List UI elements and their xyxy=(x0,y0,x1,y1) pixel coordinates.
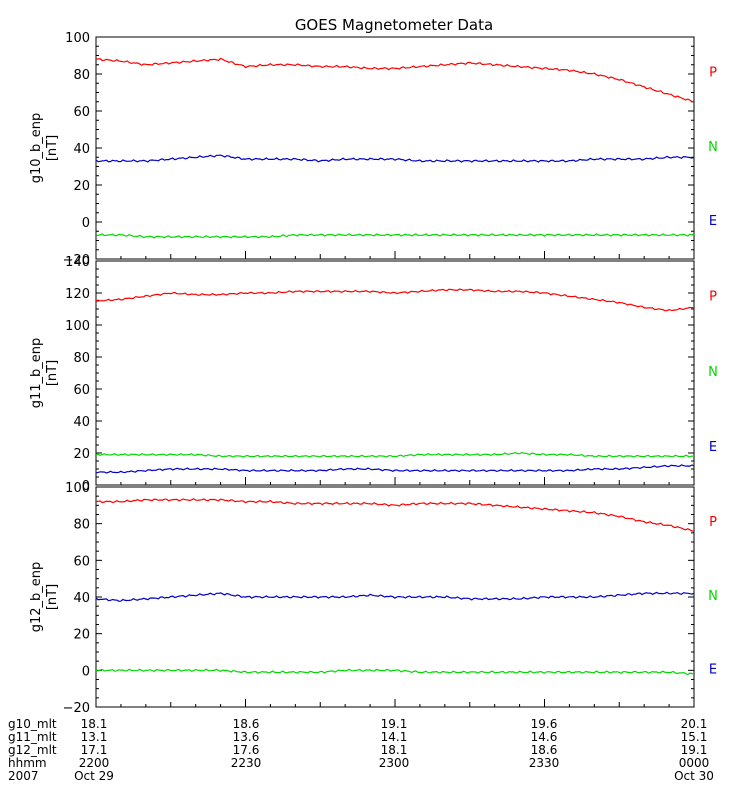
series-line-N xyxy=(95,591,695,602)
y-axis-label: g12_b_enp xyxy=(29,562,44,633)
y-tick-label: 100 xyxy=(65,31,90,46)
side-label-E: E xyxy=(709,440,717,455)
y-tick-label: 140 xyxy=(65,255,90,270)
series-line-P xyxy=(95,288,695,312)
x-row-value: 0000 xyxy=(679,756,710,770)
x-row-value: 19.1 xyxy=(681,743,708,757)
y-tick-label: 0 xyxy=(82,479,90,494)
x-row-value: 19.6 xyxy=(531,717,558,731)
x-row-value: 2230 xyxy=(231,756,262,770)
panel-3: −20 0 20 40 60 80 100 g12_b_enp [nT] P N E xyxy=(29,481,718,716)
x-row-value: 2200 xyxy=(79,756,110,770)
side-label-P: P xyxy=(709,290,717,305)
y-tick-label: 100 xyxy=(65,319,90,334)
x-row-label: g11_mlt xyxy=(8,730,57,744)
x-row-value: 14.1 xyxy=(381,730,408,744)
x-row-value: 18.6 xyxy=(531,743,558,757)
y-tick-label: −20 xyxy=(63,253,90,268)
y-tick-label: 0 xyxy=(82,664,90,679)
side-label-E: E xyxy=(709,214,717,229)
x-row-value: 20.1 xyxy=(681,717,708,731)
x-row-value: Oct 29 xyxy=(74,769,114,783)
y-tick-label: 80 xyxy=(73,68,90,83)
series-line-P xyxy=(95,57,695,103)
y-axis-unit: [nT] xyxy=(45,135,60,161)
x-row-value: 19.1 xyxy=(381,717,408,731)
x-row-value: 17.1 xyxy=(81,743,108,757)
y-axis-label: g10_b_enp xyxy=(29,113,44,184)
x-row-value: 14.6 xyxy=(531,730,558,744)
y-axis-unit: [nT] xyxy=(45,584,60,610)
side-label-E: E xyxy=(709,663,717,678)
x-row-value: 13.6 xyxy=(233,730,260,744)
y-tick-label: 60 xyxy=(73,554,90,569)
x-row-label: 2007 xyxy=(8,769,39,783)
y-tick-label: −20 xyxy=(63,701,90,716)
panel-frame xyxy=(95,36,695,260)
side-label-P: P xyxy=(709,65,717,80)
y-tick-label: 20 xyxy=(73,447,90,462)
y-tick-label: 40 xyxy=(73,591,90,606)
x-row-value: 18.6 xyxy=(233,717,260,731)
y-tick-label: 0 xyxy=(82,216,90,231)
x-row-value: 15.1 xyxy=(681,730,708,744)
chart-title: GOES Magnetometer Data xyxy=(295,16,493,34)
series-line-E xyxy=(96,451,695,458)
series-line-N xyxy=(95,464,695,474)
y-tick-label: 20 xyxy=(73,628,90,643)
y-tick-label: 40 xyxy=(73,415,90,430)
x-row-value: 17.6 xyxy=(233,743,260,757)
y-axis-unit: [nT] xyxy=(45,360,60,386)
panel-1: −20 0 20 40 60 80 100 g10_b_enp [nT] P N E xyxy=(29,31,718,268)
panel-frame xyxy=(95,260,695,486)
y-tick-label: 20 xyxy=(73,179,90,194)
x-row-label: g10_mlt xyxy=(8,717,57,731)
x-row-label: g12_mlt xyxy=(8,743,57,757)
x-row-value: 18.1 xyxy=(381,743,408,757)
panel-2: 0 20 40 60 80 100 120 140 g11_b_enp [nT] P N E xyxy=(29,255,718,494)
x-row-value: 13.1 xyxy=(81,730,108,744)
series-line-E xyxy=(95,668,695,676)
x-row-value: 18.1 xyxy=(81,717,108,731)
series-line-E xyxy=(95,233,695,239)
y-tick-label: 60 xyxy=(73,383,90,398)
side-label-N: N xyxy=(708,589,718,604)
series-line-P xyxy=(95,498,694,532)
y-tick-label: 120 xyxy=(65,287,90,302)
y-tick-label: 60 xyxy=(73,105,90,120)
y-tick-label: 100 xyxy=(65,481,90,496)
y-tick-label: 80 xyxy=(73,518,90,533)
x-row-value: 2330 xyxy=(529,756,560,770)
x-row-value: Oct 30 xyxy=(674,769,714,783)
x-row-label: hhmm xyxy=(8,756,47,770)
side-label-N: N xyxy=(708,140,718,155)
series-line-N xyxy=(95,154,695,163)
x-row-value: 2300 xyxy=(379,756,410,770)
y-tick-label: 40 xyxy=(73,142,90,157)
y-tick-label: 80 xyxy=(73,351,90,366)
side-label-P: P xyxy=(709,515,717,530)
y-axis-label: g11_b_enp xyxy=(29,338,44,409)
side-label-N: N xyxy=(708,365,718,380)
